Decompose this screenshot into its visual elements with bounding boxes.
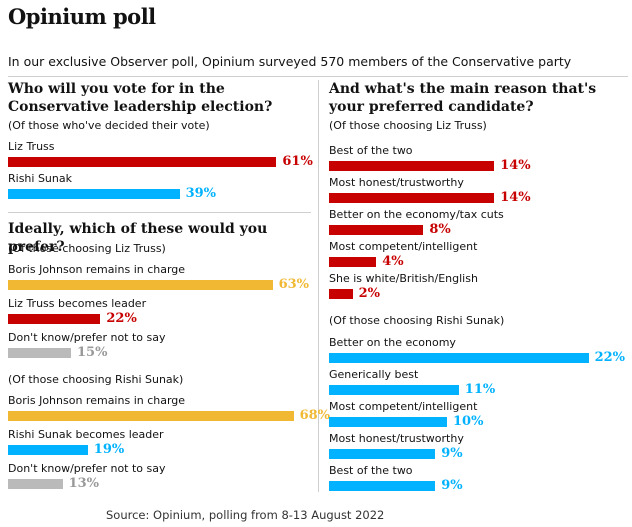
bar-label: Rishi Sunak: [8, 172, 72, 185]
bar-item: Most honest/trustworthy 14%: [329, 176, 531, 207]
bar: [8, 479, 63, 489]
question-reason-title: And what's the main reason that's your p…: [329, 81, 597, 115]
bar-value-label: 9%: [441, 478, 463, 493]
bar-label: Liz Truss becomes leader: [8, 297, 147, 310]
top-divider: [8, 76, 628, 77]
bar-label: Boris Johnson remains in charge: [8, 394, 186, 407]
left-section-divider: [8, 212, 311, 213]
bar-value-label: 9%: [441, 446, 463, 461]
bar-value-label: 14%: [500, 190, 531, 205]
bar-item: Boris Johnson remains in charge 68%: [8, 394, 330, 425]
bar-label: Liz Truss: [8, 140, 55, 153]
bar-value-label: 15%: [77, 345, 108, 360]
bar: [329, 193, 495, 203]
bar-item: Liz Truss becomes leader 22%: [8, 297, 146, 328]
chart-title: Opinium poll: [8, 4, 156, 29]
bar: [329, 289, 353, 299]
bar: [329, 353, 589, 363]
bar-label: Most honest/trustworthy: [329, 176, 464, 189]
bar: [329, 161, 495, 171]
bar-value-label: 39%: [185, 186, 217, 201]
source-note: Source: Opinium, polling from 8-13 Augus…: [106, 508, 385, 522]
bar-value-label: 11%: [464, 382, 496, 397]
question-reason-sunak-note: (Of those choosing Rishi Sunak): [329, 314, 505, 327]
chart-subtitle: In our exclusive Observer poll, Opinium …: [8, 54, 572, 69]
bar-label: Best of the two: [329, 144, 413, 157]
bar-item: Rishi Sunak 39%: [8, 172, 216, 203]
bar-item: Don't know/prefer not to say 15%: [8, 331, 166, 362]
bar-item: Best of the two 14%: [329, 144, 531, 175]
bar-value-label: 68%: [299, 408, 331, 423]
bar-label: Rishi Sunak becomes leader: [8, 428, 164, 441]
bar-value-label: 22%: [106, 311, 137, 326]
bar: [8, 189, 180, 199]
bar: [8, 157, 277, 167]
bar-value-label: 63%: [278, 277, 310, 292]
bar: [329, 481, 436, 491]
bar-item: Most competent/intelligent 10%: [329, 400, 483, 431]
bar-value-label: 2%: [358, 286, 380, 301]
bar-item: Boris Johnson remains in charge 63%: [8, 263, 309, 294]
bar-label: Generically best: [329, 368, 419, 381]
bar-item: Don't know/prefer not to say 13%: [8, 462, 166, 493]
question-vote-title: Who will you vote for in the Conservativ…: [8, 81, 273, 115]
bar-item: Better on the economy 22%: [329, 336, 625, 367]
question-prefer-sunak-note: (Of those choosing Rishi Sunak): [8, 373, 184, 386]
bar-value-label: 10%: [453, 414, 484, 429]
bar: [329, 225, 424, 235]
bar-item: Rishi Sunak becomes leader 19%: [8, 428, 164, 459]
bar-item: Best of the two 9%: [329, 464, 463, 495]
question-prefer-truss-note: (Of those choosing Liz Truss): [8, 242, 166, 255]
bar-label: Most competent/intelligent: [329, 400, 478, 413]
bar: [8, 411, 294, 421]
bar: [8, 314, 101, 324]
question-vote-note: (Of those who've decided their vote): [8, 119, 210, 132]
bar-value-label: 61%: [282, 154, 313, 169]
bar-value-label: 22%: [594, 350, 626, 365]
bar: [329, 257, 377, 267]
bar: [8, 348, 71, 358]
bar-item: She is white/British/English 2%: [329, 272, 478, 303]
bar: [329, 449, 436, 459]
bar-value-label: 14%: [500, 158, 531, 173]
bar-label: Best of the two: [329, 464, 413, 477]
bar: [8, 280, 273, 290]
bar-item: Liz Truss 61%: [8, 140, 313, 171]
bar: [329, 385, 459, 395]
bar: [8, 445, 88, 455]
question-reason-truss-note: (Of those choosing Liz Truss): [329, 119, 487, 132]
bar-item: Most honest/trustworthy 9%: [329, 432, 464, 463]
bar-item: Most competent/intelligent 4%: [329, 240, 477, 271]
bar-value-label: 13%: [68, 476, 100, 491]
bar-label: She is white/British/English: [329, 272, 478, 285]
bar-label: Most competent/intelligent: [329, 240, 478, 253]
bar-label: Better on the economy/tax cuts: [329, 208, 504, 221]
bar-value-label: 8%: [429, 222, 451, 237]
bar: [329, 417, 447, 427]
column-divider: [318, 80, 319, 492]
question-prefer-title: Ideally, which of these would you prefer…: [8, 221, 268, 255]
bar-label: Boris Johnson remains in charge: [8, 263, 186, 276]
bar-item: Better on the economy/tax cuts 8%: [329, 208, 504, 239]
bar-label: Don't know/prefer not to say: [8, 331, 166, 344]
bar-label: Don't know/prefer not to say: [8, 462, 166, 475]
bar-value-label: 4%: [382, 254, 404, 269]
bar-label: Most honest/trustworthy: [329, 432, 464, 445]
bar-item: Generically best 11%: [329, 368, 495, 399]
bar-value-label: 19%: [93, 442, 125, 457]
bar-label: Better on the economy: [329, 336, 456, 349]
